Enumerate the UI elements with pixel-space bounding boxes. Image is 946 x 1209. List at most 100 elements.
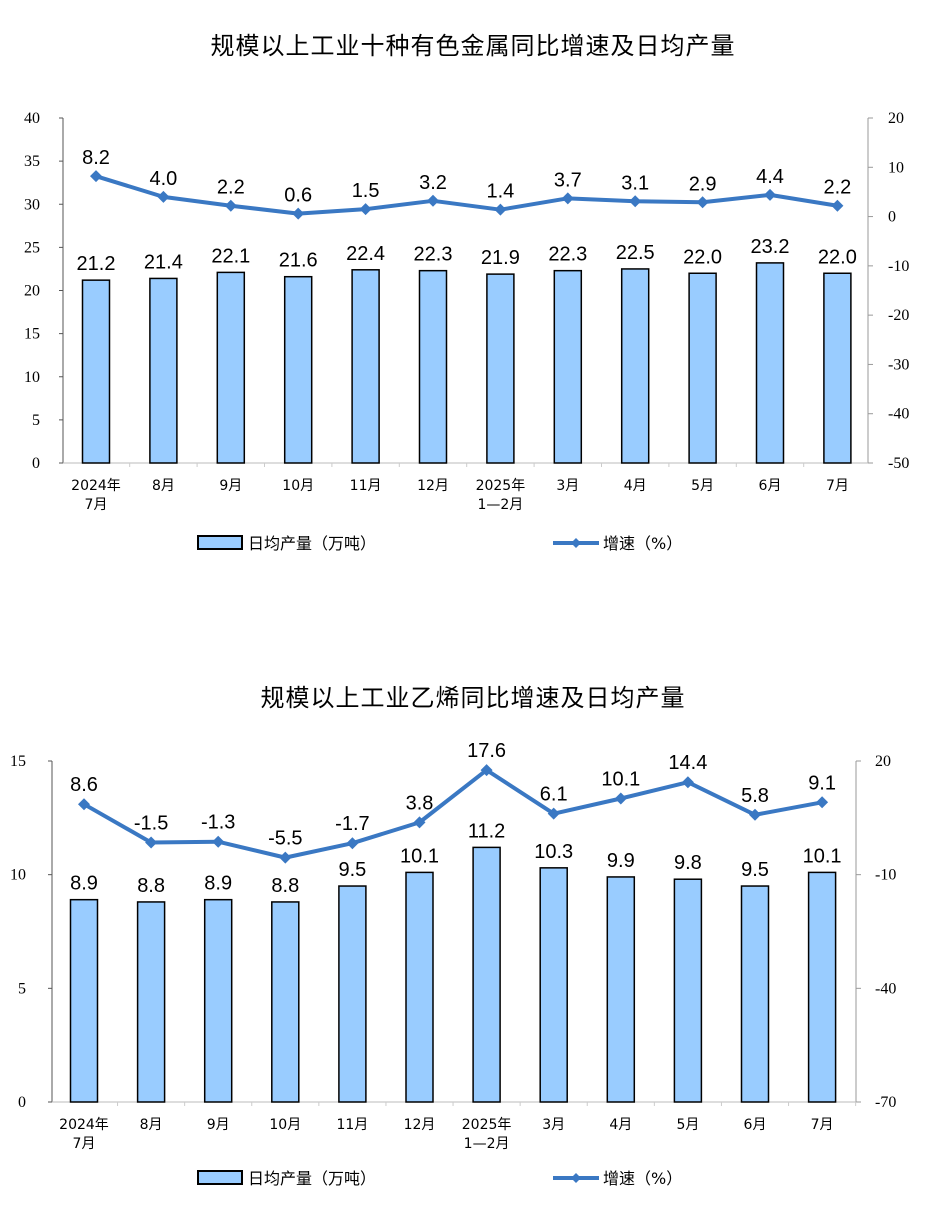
category-label: 7月 [811,1117,834,1133]
right-axis-tick-label: 10 [888,159,904,176]
bar [486,273,515,464]
line-marker-diamond-icon [292,207,305,220]
category-label: 7月 [85,497,108,513]
right-axis-tick-label: -30 [888,356,909,373]
bar [807,871,837,1103]
legend-bar-swatch-icon [197,535,243,550]
right-axis-tick-label: -10 [875,867,896,884]
bar [81,279,111,464]
category-label: 10月 [269,1117,301,1133]
legend-bar-label: 日均产量（万吨） [248,1169,376,1188]
line-marker-diamond-icon [480,764,493,777]
line-marker-diamond-icon [224,199,237,212]
category-label: 2025年 [476,478,526,494]
line-marker-diamond-icon [696,196,709,209]
left-axis-tick-label: 10 [10,867,26,884]
left-axis-tick-label: 35 [24,153,40,170]
line-marker-diamond-icon [614,792,627,805]
legend-bar-swatch-icon [197,1170,243,1185]
line-marker-diamond-icon [764,188,776,201]
bar [620,268,650,464]
category-label: 2024年 [59,1117,109,1133]
left-axis-tick-label: 5 [32,412,40,429]
line-value-label: 1.5 [352,180,380,202]
line-value-label: 3.8 [406,792,434,814]
bar-value-label: 21.2 [77,253,116,275]
category-label: 5月 [691,478,714,494]
line-marker-diamond-icon [494,203,507,216]
chart-2-title: 规模以上工业乙烯同比增速及日均产量 [260,684,686,712]
category-label: 9月 [207,1117,230,1133]
left-axis-tick-label: 5 [18,980,26,997]
bar [823,272,852,464]
line-marker-diamond-icon [279,851,292,864]
bar [271,901,300,1103]
line-marker-diamond-icon [427,194,439,207]
bar-value-label: 8.9 [204,873,232,895]
bar [351,269,380,464]
bar [539,867,568,1103]
category-label: 11月 [336,1117,368,1133]
bar [755,262,785,464]
bar-value-label: 8.8 [271,875,299,897]
bar-value-label: 22.5 [616,242,655,264]
line-marker-diamond-icon [157,190,170,203]
bar [553,269,583,464]
line-value-label: 2.2 [217,177,245,199]
line-marker-diamond-icon [629,195,642,208]
left-axis-tick-label: 20 [24,283,40,300]
left-axis-tick-label: 40 [24,110,40,127]
line-marker-diamond-icon [681,776,694,789]
bar [149,277,178,464]
right-axis-tick-label: -20 [888,307,909,324]
line-value-label: 17.6 [467,740,506,762]
category-label: 2024年 [71,478,121,494]
bar-value-label: 22.0 [683,246,722,268]
line-value-label: 8.6 [70,774,98,796]
bar-value-label: 10.1 [400,845,439,867]
bar [688,272,717,464]
line-value-label: 0.6 [284,185,312,207]
line-marker-diamond-icon [831,199,844,212]
line-marker-diamond-icon [145,836,158,849]
line-value-label: 3.2 [419,172,447,194]
line-value-label: 14.4 [668,752,707,774]
line-value-label: 8.2 [82,147,110,169]
line-value-label: 3.7 [554,169,582,191]
legend-diamond-icon [571,538,581,548]
bar-value-label: 10.1 [803,845,842,867]
bar [136,901,166,1103]
bar-value-label: 22.3 [414,244,453,266]
line-value-label: 4.0 [149,168,177,190]
right-axis-tick-label: -70 [875,1094,896,1111]
category-label: 12月 [417,478,449,494]
bar [606,876,636,1103]
bar-value-label: 9.8 [674,852,702,874]
chart-2: 0 5 10 15 -70 -40 -10 20 8.9 8.8 8.9 8.8 9.5 10.1 11.2… [10,740,896,1188]
category-label: 3月 [556,478,579,494]
bar [673,878,703,1103]
line-marker-diamond-icon [547,807,560,820]
bar-value-label: 21.4 [144,251,183,273]
category-label: 8月 [140,1117,163,1133]
bar-value-label: 9.5 [741,859,769,881]
line-value-label: -1.5 [134,812,168,834]
right-axis-tick-label: 0 [888,209,896,226]
left-axis-tick-label: 25 [24,239,40,256]
bar [203,898,233,1103]
bar [418,269,448,464]
bar-value-label: 22.1 [211,245,250,267]
left-axis-tick-label: 15 [24,326,40,343]
bar-value-label: 11.2 [468,820,505,842]
bar-value-label: 21.9 [481,247,520,269]
line-marker-diamond-icon [78,798,90,811]
line-value-label: 2.9 [689,173,717,195]
bar-value-label: 9.5 [338,859,366,881]
line-value-label: 6.1 [540,784,568,806]
category-label: 6月 [744,1117,767,1133]
legend-line-label: 增速（%） [603,1169,682,1188]
right-axis-tick-label: 20 [875,753,891,770]
line-value-label: 4.4 [756,166,784,188]
growth-line [83,768,823,860]
